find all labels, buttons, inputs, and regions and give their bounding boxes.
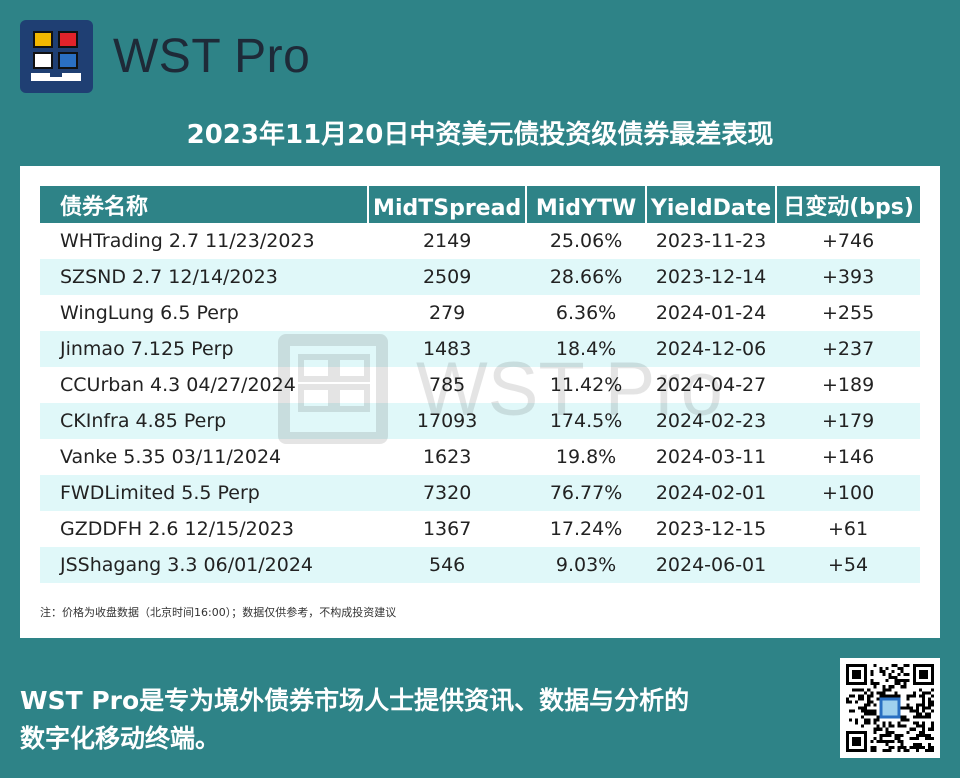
qr-code-icon — [840, 658, 940, 758]
cell-bond-name: Vanke 5.35 03/11/2024 — [60, 446, 282, 468]
cell-daily-change: +393 — [776, 259, 920, 295]
cell-midtspread: 279 — [428, 302, 466, 324]
wst-logo-icon — [20, 20, 93, 93]
cell-bond-name: FWDLimited 5.5 Perp — [40, 475, 369, 511]
page-title: 2023年11月20日中资美元债投资级债券最差表现 — [186, 120, 774, 150]
cell-daily-change: +100 — [776, 475, 920, 511]
cell-bond-name: GZDDFH 2.6 12/15/2023 — [60, 518, 295, 540]
cell-yielddate: 2024-02-01 — [645, 475, 777, 511]
cell-midytw: 19.8% — [555, 446, 617, 468]
cell-midtspread: 1623 — [422, 446, 472, 468]
header-midtspread: MidTSpread — [368, 186, 528, 223]
cell-bond-name: WingLung 6.5 Perp — [60, 302, 239, 324]
cell-bond-name: CKInfra 4.85 Perp — [40, 403, 369, 439]
cell-daily-change: +54 — [776, 547, 920, 583]
cell-bond-name: Jinmao 7.125 Perp — [40, 331, 369, 367]
cell-yielddate: 2024-01-24 — [655, 302, 767, 324]
cell-midtspread: 1367 — [422, 518, 472, 540]
cell-daily-change: +255 — [821, 302, 875, 324]
footer-text: WST Pro是专为境外债券市场人士提供资讯、数据与分析的 数字化移动终端。 — [20, 682, 689, 758]
brand-name: WST Pro — [113, 30, 311, 83]
cell-daily-change: +146 — [821, 446, 875, 468]
cell-daily-change: +61 — [828, 518, 869, 540]
cell-daily-change: +179 — [776, 403, 920, 439]
cell-bond-name: CCUrban 4.3 04/27/2024 — [60, 374, 296, 396]
cell-midtspread: 1483 — [368, 331, 527, 367]
cell-midytw: 9.03% — [526, 547, 646, 583]
cell-midtspread: 546 — [368, 547, 527, 583]
bond-table: 债券名称 MidTSpread MidYTW YieldDate 日变动(bps… — [40, 186, 920, 583]
cell-midtspread: 2509 — [368, 259, 527, 295]
cell-midytw: 6.36% — [555, 302, 617, 324]
header-daily-change: 日变动(bps) — [776, 186, 920, 223]
cell-yielddate: 2023-12-14 — [645, 259, 777, 295]
cell-midytw: 174.5% — [526, 403, 646, 439]
table-row: CKInfra 4.85 Perp 17093 174.5% 2024-02-23 +1… — [40, 403, 920, 439]
table-row: FWDLimited 5.5 Perp 7320 76.77% 2024-02-01 +… — [40, 475, 920, 511]
cell-midtspread: 785 — [428, 374, 466, 396]
table-row: GZDDFH 2.6 12/15/2023 1367 17.24% 2023-12-1… — [40, 511, 920, 547]
cell-yielddate: 2024-06-01 — [645, 547, 777, 583]
cell-daily-change: +746 — [821, 230, 875, 252]
cell-yielddate: 2024-12-06 — [645, 331, 777, 367]
cell-yielddate: 2024-04-27 — [655, 374, 767, 396]
table-row: SZSND 2.7 12/14/2023 2509 28.66% 2023-12-14… — [40, 259, 920, 295]
cell-yielddate: 2023-11-23 — [655, 230, 767, 252]
table-row: Vanke 5.35 03/11/2024 1623 19.8% 2024-03-11… — [40, 439, 920, 475]
cell-daily-change: +237 — [776, 331, 920, 367]
footer-line-2: 数字化移动终端。 — [20, 724, 221, 753]
cell-bond-name: WHTrading 2.7 11/23/2023 — [60, 230, 315, 252]
cell-yielddate: 2024-03-11 — [655, 446, 767, 468]
disclaimer-note: 注：价格为收盘数据（北京时间16:00）；数据仅供参考，不构成投资建议 — [40, 606, 397, 619]
footer-line-1: WST Pro是专为境外债券市场人士提供资讯、数据与分析的 — [20, 686, 690, 715]
table-header-row: 债券名称 MidTSpread MidYTW YieldDate 日变动(bps… — [40, 186, 920, 223]
header-yielddate: YieldDate — [645, 186, 778, 223]
cell-bond-name: JSShagang 3.3 06/01/2024 — [40, 547, 369, 583]
header-bond-name: 债券名称 — [40, 186, 370, 223]
cell-midtspread: 17093 — [368, 403, 527, 439]
cell-midytw: 18.4% — [526, 331, 646, 367]
cell-midytw: 11.42% — [549, 374, 623, 396]
table-body: WHTrading 2.7 11/23/2023 2149 25.06% 2023-1… — [40, 223, 920, 583]
cell-bond-name: SZSND 2.7 12/14/2023 — [40, 259, 369, 295]
table-row: CCUrban 4.3 04/27/2024 785 11.42% 2024-04-2… — [40, 367, 920, 403]
table-row: WingLung 6.5 Perp 279 6.36% 2024-01-24 +255 — [40, 295, 920, 331]
table-row: WHTrading 2.7 11/23/2023 2149 25.06% 2023-1… — [40, 223, 920, 259]
cell-midytw: 17.24% — [549, 518, 623, 540]
cell-midytw: 28.66% — [526, 259, 646, 295]
header: WST Pro — [20, 20, 310, 93]
cell-midtspread: 2149 — [422, 230, 472, 252]
cell-midytw: 76.77% — [526, 475, 646, 511]
cell-midytw: 25.06% — [549, 230, 623, 252]
table-panel: 债券名称 MidTSpread MidYTW YieldDate 日变动(bps… — [20, 166, 940, 638]
table-row: JSShagang 3.3 06/01/2024 546 9.03% 2024-06-… — [40, 547, 920, 583]
table-row: Jinmao 7.125 Perp 1483 18.4% 2024-12-06 +237 — [40, 331, 920, 367]
cell-midtspread: 7320 — [368, 475, 527, 511]
cell-yielddate: 2023-12-15 — [655, 518, 767, 540]
cell-yielddate: 2024-02-23 — [645, 403, 777, 439]
cell-daily-change: +189 — [821, 374, 875, 396]
header-midytw: MidYTW — [526, 186, 647, 223]
